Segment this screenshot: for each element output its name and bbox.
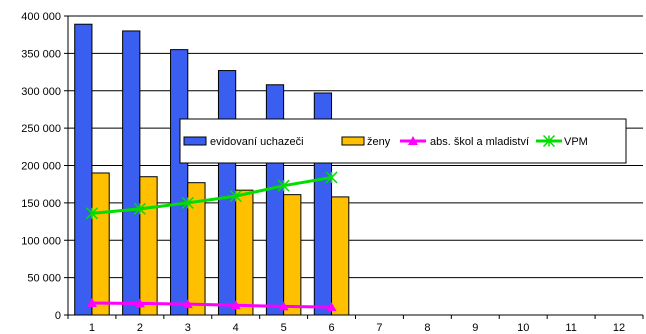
bar-zeny [283,194,302,316]
bar-zeny [331,196,350,316]
legend: evidovaní uchazeči ženy abs. škol a mladis… [179,118,627,164]
bar-uchazeci [74,23,93,316]
bar-uchazeci [122,30,141,316]
data-point [278,301,289,311]
y-tick-label: 300 000 [21,86,61,98]
data-point [326,302,337,312]
x-tick-label: 5 [281,322,287,334]
y-tick-label: 0 [55,310,61,322]
x-tick-label: 7 [376,322,382,334]
legend-label: VPM [564,136,588,148]
bar-uchazeci [170,49,189,316]
y-tick-label: 250 000 [21,123,61,135]
bar-zeny [139,176,158,316]
data-point [408,136,418,145]
axes: 0 50 000 100 000 150 000 200 000 250 000 300 0… [21,11,644,334]
data-point [230,300,241,310]
y-tick-label: 100 000 [21,235,61,247]
y-tick-label: 50 000 [27,273,61,285]
bar-zeny [235,189,254,316]
y-tick-label: 150 000 [21,198,61,210]
legend-label: abs. škol a mladiství [430,136,529,148]
y-tick-label: 350 000 [21,48,61,60]
x-tick-label: 6 [328,322,334,334]
x-tick-label: 3 [185,322,191,334]
legend-swatch [183,136,207,146]
x-tick-label: 1 [89,322,95,334]
series-line [91,175,332,215]
x-tick-label: 9 [472,322,478,334]
series-line [91,301,332,309]
bars-layer [74,23,350,316]
y-tick-label: 400 000 [21,11,61,23]
legend-swatch [341,136,365,146]
data-point [182,299,193,309]
x-tick-label: 10 [517,322,529,334]
data-point [134,298,145,308]
x-tick-label: 12 [613,322,625,334]
x-tick-label: 8 [424,322,430,334]
legend-label: evidovaní uchazeči [210,136,304,148]
legend-label: ženy [367,136,391,148]
x-tick-label: 2 [137,322,143,334]
data-point [86,298,97,308]
lines-layer [85,171,338,312]
x-tick-label: 11 [565,322,576,334]
x-tick-label: 4 [233,322,239,334]
bar-zeny [91,172,110,316]
y-tick-label: 200 000 [21,161,61,173]
